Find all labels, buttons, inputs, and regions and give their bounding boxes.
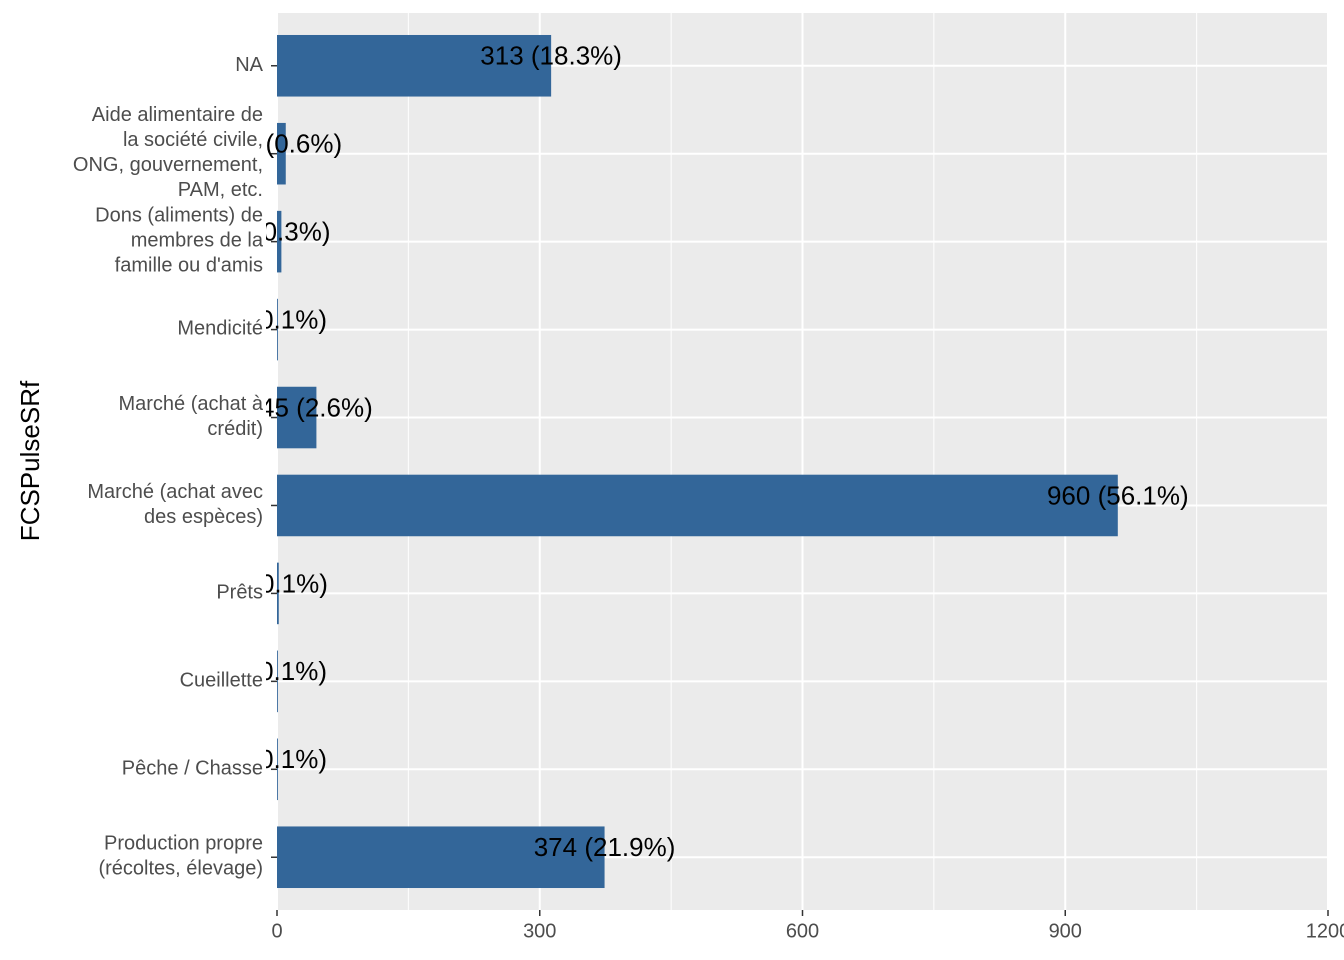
bar — [277, 562, 279, 625]
y-tick-label: Aide alimentaire de la société civile, ONG… — [73, 104, 263, 201]
y-tick-label: Marché (achat à crédit) — [118, 393, 263, 440]
y-tick-label: Mendicité — [177, 318, 263, 340]
x-tick-label: 1200 — [1306, 920, 1344, 942]
bar — [277, 650, 278, 713]
bar — [277, 298, 278, 361]
value-label: 5 (0.3%) — [232, 217, 330, 247]
x-tick-label: 600 — [786, 920, 819, 942]
x-tick-label: 900 — [1049, 920, 1082, 942]
bar — [277, 386, 317, 449]
y-tick-label: Marché (achat avec des espèces) — [87, 481, 263, 528]
bar — [277, 474, 1118, 537]
value-label: 10 (0.6%) — [229, 129, 342, 159]
y-axis-title: FCSPulseSRf — [15, 380, 45, 541]
y-tick-label: Prêts — [216, 582, 263, 604]
y-tick-label: Production propre (récoltes, élevage) — [98, 833, 263, 880]
value-label: 45 (2.6%) — [260, 392, 373, 422]
value-label: 374 (21.9%) — [534, 832, 676, 862]
bar — [277, 738, 278, 801]
value-label: 1 (0.1%) — [229, 656, 327, 686]
value-label: 1 (0.1%) — [229, 304, 327, 334]
y-tick-label: Pêche / Chasse — [122, 758, 263, 780]
y-tick-label: NA — [235, 54, 263, 76]
value-label: 2 (0.1%) — [230, 568, 328, 598]
value-label: 960 (56.1%) — [1047, 480, 1189, 510]
x-tick-label: 300 — [523, 920, 556, 942]
bar — [277, 826, 605, 889]
bar — [277, 122, 286, 185]
bar — [277, 34, 552, 97]
x-tick-label: 0 — [271, 920, 282, 942]
value-label: 1 (0.1%) — [229, 744, 327, 774]
y-tick-label: Cueillette — [180, 670, 263, 692]
value-label: 313 (18.3%) — [480, 41, 622, 71]
value-labels: 313 (18.3%) 10 (0.6%) 5 (0.3%) 1 (0.1%) 45 (… — [229, 41, 1189, 862]
y-tick-label: Dons (aliments) de membres de la famille o… — [95, 205, 264, 277]
bar — [277, 210, 282, 273]
